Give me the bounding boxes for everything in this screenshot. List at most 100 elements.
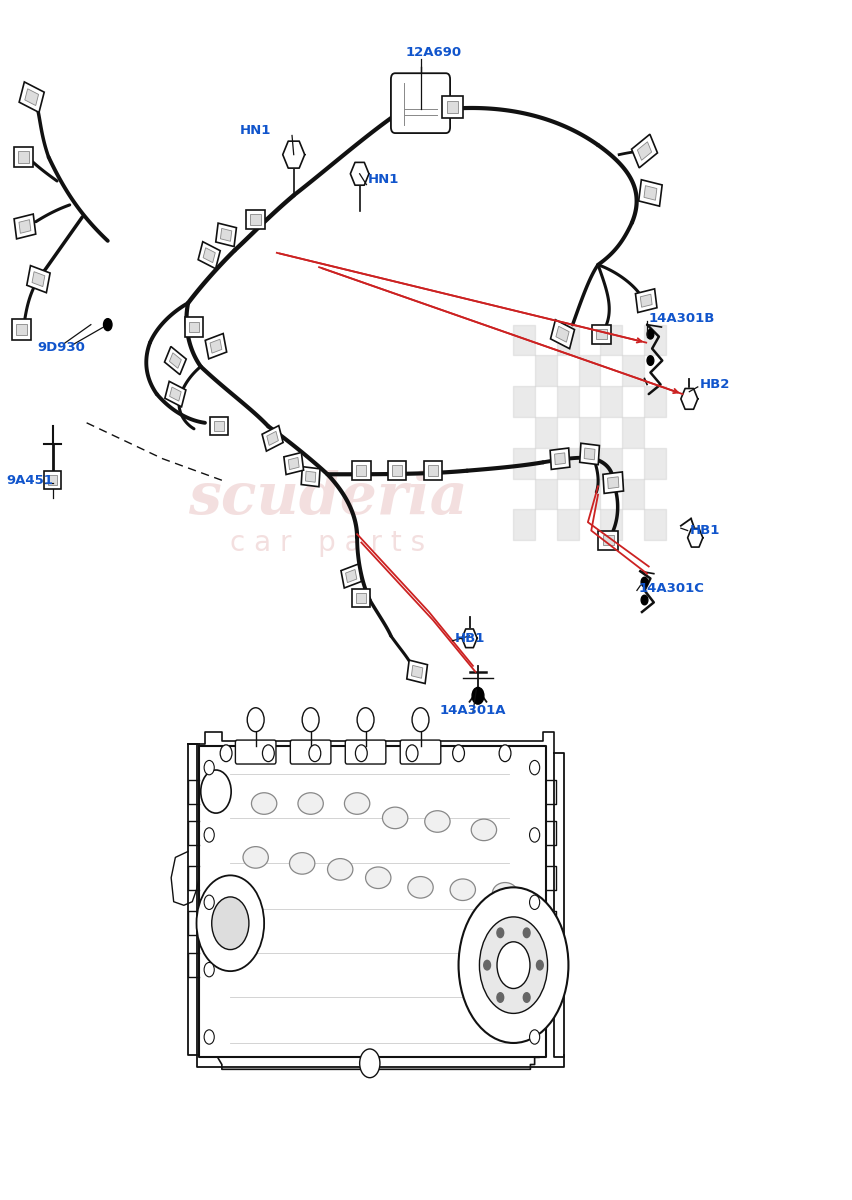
Polygon shape bbox=[446, 101, 458, 113]
Bar bbox=[643, 325, 665, 355]
Polygon shape bbox=[199, 732, 554, 768]
Circle shape bbox=[302, 708, 319, 732]
Ellipse shape bbox=[344, 793, 370, 815]
Polygon shape bbox=[18, 151, 28, 163]
Polygon shape bbox=[607, 476, 619, 488]
Bar bbox=[643, 386, 665, 416]
Text: 14A301C: 14A301C bbox=[638, 582, 704, 594]
Polygon shape bbox=[602, 472, 623, 493]
Polygon shape bbox=[584, 448, 595, 460]
Polygon shape bbox=[636, 142, 651, 161]
Bar bbox=[621, 355, 643, 386]
Polygon shape bbox=[579, 443, 599, 464]
Polygon shape bbox=[462, 629, 476, 648]
Polygon shape bbox=[19, 220, 31, 233]
Polygon shape bbox=[44, 472, 61, 490]
Bar bbox=[556, 325, 578, 355]
Bar bbox=[600, 448, 621, 479]
Circle shape bbox=[412, 708, 429, 732]
Polygon shape bbox=[350, 162, 369, 185]
Polygon shape bbox=[301, 467, 320, 487]
Bar bbox=[643, 448, 665, 479]
Ellipse shape bbox=[424, 811, 450, 833]
Polygon shape bbox=[556, 326, 568, 342]
Polygon shape bbox=[598, 530, 617, 550]
Polygon shape bbox=[305, 472, 315, 482]
Polygon shape bbox=[14, 214, 36, 239]
Circle shape bbox=[529, 1030, 539, 1044]
Bar bbox=[600, 509, 621, 540]
Circle shape bbox=[211, 896, 249, 949]
Circle shape bbox=[536, 960, 543, 970]
Ellipse shape bbox=[470, 820, 496, 841]
Circle shape bbox=[204, 828, 214, 842]
FancyBboxPatch shape bbox=[235, 740, 276, 764]
Circle shape bbox=[458, 887, 567, 1043]
Polygon shape bbox=[640, 294, 651, 307]
Bar bbox=[534, 479, 556, 509]
Bar bbox=[621, 479, 643, 509]
Polygon shape bbox=[267, 431, 278, 445]
Polygon shape bbox=[14, 146, 33, 167]
Circle shape bbox=[452, 745, 464, 762]
Circle shape bbox=[497, 942, 529, 989]
Ellipse shape bbox=[251, 793, 277, 815]
Bar bbox=[513, 509, 534, 540]
Ellipse shape bbox=[407, 876, 433, 898]
Polygon shape bbox=[199, 746, 545, 1057]
Polygon shape bbox=[12, 319, 32, 340]
FancyBboxPatch shape bbox=[146, 720, 576, 1085]
Polygon shape bbox=[282, 142, 304, 168]
Polygon shape bbox=[341, 564, 361, 588]
Polygon shape bbox=[428, 466, 438, 476]
Circle shape bbox=[308, 745, 320, 762]
Polygon shape bbox=[387, 461, 406, 480]
Polygon shape bbox=[205, 334, 227, 359]
Polygon shape bbox=[25, 89, 38, 106]
Polygon shape bbox=[16, 324, 27, 335]
Polygon shape bbox=[345, 570, 356, 583]
Polygon shape bbox=[184, 318, 203, 337]
Polygon shape bbox=[687, 528, 702, 547]
Polygon shape bbox=[288, 457, 299, 469]
Circle shape bbox=[522, 928, 529, 937]
Bar bbox=[513, 325, 534, 355]
Bar bbox=[643, 509, 665, 540]
Polygon shape bbox=[210, 418, 228, 436]
Bar bbox=[600, 386, 621, 416]
Polygon shape bbox=[680, 389, 697, 409]
Ellipse shape bbox=[289, 853, 314, 874]
Polygon shape bbox=[635, 289, 656, 312]
Circle shape bbox=[204, 761, 214, 775]
Polygon shape bbox=[19, 82, 44, 113]
Text: HB1: HB1 bbox=[688, 524, 719, 538]
Polygon shape bbox=[210, 340, 222, 353]
Circle shape bbox=[647, 330, 653, 340]
Polygon shape bbox=[423, 461, 442, 480]
Bar bbox=[578, 355, 600, 386]
Polygon shape bbox=[406, 660, 427, 684]
Polygon shape bbox=[188, 322, 199, 332]
Polygon shape bbox=[596, 329, 606, 340]
Polygon shape bbox=[262, 426, 283, 451]
Polygon shape bbox=[554, 452, 565, 464]
Text: HN1: HN1 bbox=[368, 173, 399, 186]
Text: c a r   p a r t s: c a r p a r t s bbox=[230, 528, 424, 557]
Polygon shape bbox=[48, 475, 57, 485]
Polygon shape bbox=[352, 461, 371, 480]
Circle shape bbox=[479, 917, 547, 1014]
Polygon shape bbox=[638, 180, 661, 206]
Circle shape bbox=[497, 928, 503, 937]
Bar bbox=[556, 448, 578, 479]
Bar bbox=[513, 448, 534, 479]
FancyBboxPatch shape bbox=[345, 740, 385, 764]
Polygon shape bbox=[32, 271, 45, 287]
Bar bbox=[556, 509, 578, 540]
FancyBboxPatch shape bbox=[290, 740, 331, 764]
Bar bbox=[534, 355, 556, 386]
Polygon shape bbox=[170, 353, 181, 368]
Polygon shape bbox=[198, 241, 220, 269]
FancyBboxPatch shape bbox=[400, 740, 440, 764]
Text: 14A301A: 14A301A bbox=[439, 703, 505, 716]
Polygon shape bbox=[250, 214, 261, 224]
